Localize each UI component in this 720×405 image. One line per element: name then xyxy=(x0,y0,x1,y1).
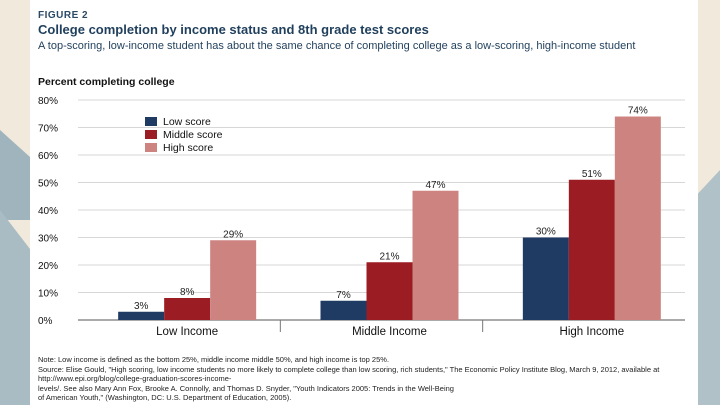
legend-label: Low score xyxy=(163,116,211,128)
legend-swatch xyxy=(145,143,157,152)
y-tick-label: 20% xyxy=(38,261,58,272)
source-text-3: of American Youth," (Washington, DC: U.S… xyxy=(38,393,292,402)
y-tick-label: 30% xyxy=(38,234,58,245)
data-label: 30% xyxy=(536,227,556,238)
legend-label: High score xyxy=(163,142,213,154)
chart-notes: Note: Low income is defined as the botto… xyxy=(38,355,688,403)
data-label: 51% xyxy=(582,169,602,180)
legend-label: Middle score xyxy=(163,129,223,141)
x-tick-label: Middle Income xyxy=(352,326,427,338)
chart-subtitle: A top-scoring, low-income student has ab… xyxy=(38,40,636,52)
bar xyxy=(118,311,165,320)
figure-panel: FIGURE 2 College completion by income st… xyxy=(30,0,698,405)
bar xyxy=(522,237,569,320)
y-tick-label: 50% xyxy=(38,179,58,190)
y-tick-label: 0% xyxy=(38,316,53,327)
bar xyxy=(320,300,367,320)
data-label: 74% xyxy=(628,106,648,117)
data-label: 29% xyxy=(223,229,243,240)
legend-swatch xyxy=(145,130,157,139)
legend-swatch xyxy=(145,117,157,126)
note-text: Note: Low income is defined as the botto… xyxy=(38,355,390,364)
background-shape-left-bottom xyxy=(0,210,30,405)
data-label: 7% xyxy=(336,290,351,301)
y-tick-label: 80% xyxy=(38,96,58,107)
data-label: 47% xyxy=(425,180,445,191)
data-label: 21% xyxy=(379,251,399,262)
bar xyxy=(366,262,413,320)
bar xyxy=(614,116,661,320)
y-tick-label: 40% xyxy=(38,206,58,217)
y-tick-label: 10% xyxy=(38,289,58,300)
source-text-2: levels/. See also Mary Ann Fox, Brooke A… xyxy=(38,383,454,393)
bar-chart: 0% 10% 20% 30% 40% 50% 60% 70% 80% 3% 8% 29% Low Inc… xyxy=(38,96,685,338)
bar xyxy=(210,240,257,320)
x-tick-label: High Income xyxy=(560,326,625,338)
y-axis-title: Percent completing college xyxy=(38,76,175,88)
bar xyxy=(164,298,211,320)
y-tick-label: 70% xyxy=(38,124,58,135)
background-shape-right xyxy=(698,170,720,405)
x-tick-label: Low Income xyxy=(156,326,218,338)
bar xyxy=(568,179,615,320)
chart-title: College completion by income status and … xyxy=(38,22,429,37)
y-tick-label: 60% xyxy=(38,151,58,162)
source-text-1: Source: Elise Gould, "High scoring, low … xyxy=(38,364,660,384)
figure-label: FIGURE 2 xyxy=(38,10,89,21)
data-label: 3% xyxy=(134,301,149,312)
background-shape-left-top xyxy=(0,130,30,220)
bar xyxy=(412,190,459,320)
data-label: 8% xyxy=(180,287,195,298)
